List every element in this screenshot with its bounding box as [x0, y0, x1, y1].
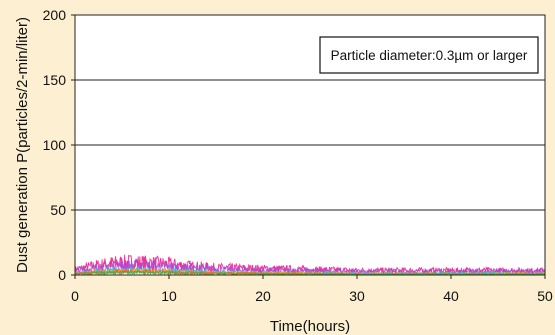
y-tick-label: 200 [43, 7, 67, 23]
annotation-box: Particle diameter:0.3µm or larger [319, 36, 539, 74]
x-axis-label: Time(hours) [270, 318, 350, 335]
x-tick-label: 50 [537, 288, 553, 304]
x-tick-label: 40 [443, 288, 459, 304]
x-tick-label: 10 [161, 288, 177, 304]
y-tick-label: 150 [43, 72, 67, 88]
y-tick-label: 0 [58, 267, 66, 283]
annotation-text: Particle diameter:0.3µm or larger [331, 48, 528, 63]
x-tick-label: 30 [349, 288, 365, 304]
x-tick-label: 20 [255, 288, 271, 304]
dust-series-line [74, 269, 545, 276]
x-axis-ticks: 0 10 20 30 40 50 [71, 275, 553, 304]
y-axis-ticks: 0 50 100 150 200 [43, 7, 75, 283]
y-tick-label: 100 [43, 137, 67, 153]
y-tick-label: 50 [50, 202, 66, 218]
y-axis-label: Dust generation P(particles/2-min/liter) [14, 17, 31, 273]
dust-series-area [74, 254, 546, 277]
x-tick-label: 0 [71, 288, 79, 304]
grid-lines [75, 79, 545, 211]
